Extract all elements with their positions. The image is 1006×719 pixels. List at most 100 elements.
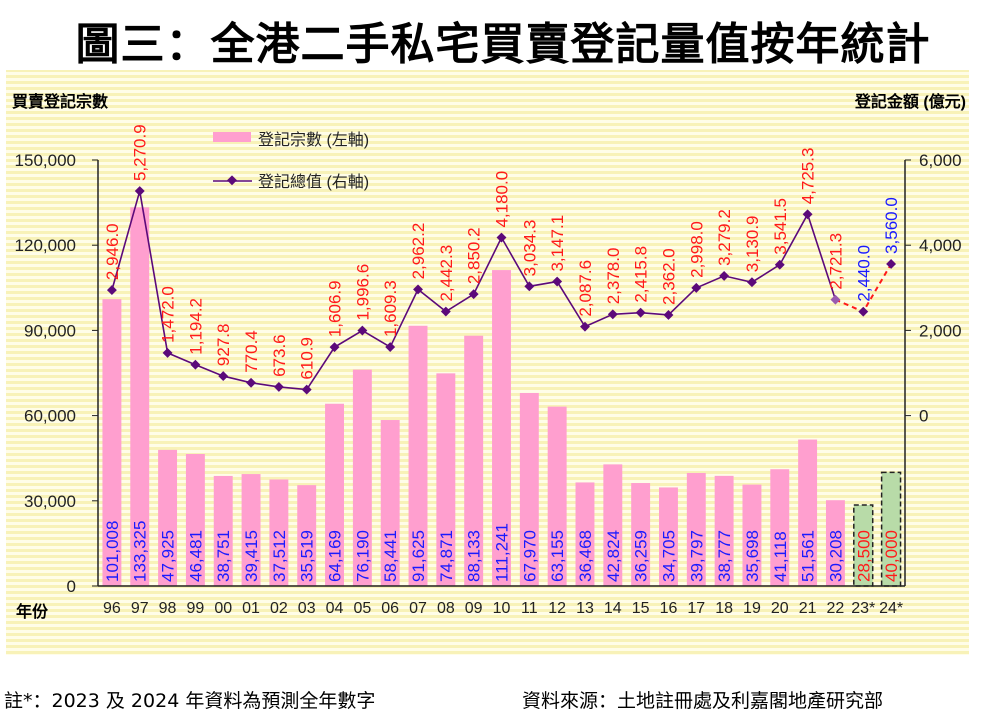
line-value-label: 610.9 [298, 337, 317, 380]
bar [464, 335, 484, 586]
x-tick-label: 99 [186, 600, 204, 617]
line-value-label: 2,946.0 [103, 223, 122, 280]
line-value-label: 2,415.8 [632, 246, 651, 303]
x-tick-label: 09 [465, 600, 483, 617]
line-marker [134, 186, 145, 197]
line-value-label: 2,721.3 [826, 233, 845, 290]
line-marker [329, 342, 340, 353]
bar [686, 472, 706, 586]
bar [825, 500, 845, 586]
line-value-label: 3,279.2 [715, 209, 734, 266]
x-tick-label: 24* [879, 600, 903, 617]
line-marker [746, 277, 757, 288]
x-tick-label: 10 [493, 600, 511, 617]
bar [714, 475, 734, 586]
y-tick-label: 0 [67, 577, 76, 596]
bar-value-label: 58,441 [381, 530, 400, 582]
x-tick-label: 14 [604, 600, 622, 617]
y2-tick-label: 4,000 [919, 236, 962, 255]
line-marker [774, 259, 785, 270]
bar-value-label: 38,751 [214, 530, 233, 582]
bar-value-label: 74,871 [437, 530, 456, 582]
line-marker [580, 321, 590, 332]
bar [325, 403, 344, 586]
bar [798, 439, 818, 586]
bar-value-label: 42,824 [604, 530, 623, 582]
line-marker [802, 209, 813, 220]
legend-bar-swatch [213, 132, 251, 142]
bar [547, 406, 567, 586]
bar [213, 475, 233, 586]
x-tick-label: 11 [521, 600, 538, 617]
line-value-label: 3,560.0 [882, 197, 901, 254]
bar [880, 471, 902, 587]
bar-value-label: 51,561 [799, 530, 818, 582]
x-tick-label: 18 [715, 600, 733, 617]
bar [436, 373, 456, 586]
bar-value-label: 46,481 [186, 530, 205, 582]
line-value-label: 1,996.6 [353, 264, 372, 321]
x-tick-label: 20 [771, 600, 789, 617]
x-tick-label: 22 [827, 600, 845, 617]
bar-value-label: 47,925 [159, 530, 178, 582]
line-marker [190, 359, 201, 370]
bar [269, 479, 289, 586]
y-tick-label: 60,000 [24, 407, 76, 426]
line-marker [691, 282, 702, 293]
line-marker [524, 281, 535, 292]
line-value-label: 673.6 [270, 334, 289, 377]
y-axis-label: 買賣登記宗數 [12, 92, 108, 111]
line-marker [301, 384, 312, 395]
plot-background [6, 70, 969, 655]
bar [492, 270, 511, 586]
line-marker [607, 309, 618, 320]
y2-tick-label: 2,000 [919, 321, 962, 340]
line-value-label: 2,378.0 [604, 248, 623, 305]
bar-value-label: 91,625 [409, 530, 428, 582]
bar [770, 469, 790, 586]
bar [241, 474, 261, 586]
x-tick-label: 21 [799, 600, 817, 617]
bar-value-label: 34,705 [659, 530, 678, 582]
bar [575, 482, 595, 586]
bar-value-label: 39,415 [242, 530, 261, 582]
chart-title: 圖三：全港二手私宅買賣登記量值按年統計 [75, 19, 931, 70]
bar [102, 299, 122, 586]
line-value-label: 1,609.3 [381, 280, 400, 337]
bar-value-label: 35,519 [298, 530, 317, 582]
line-value-label: 3,130.9 [743, 215, 762, 272]
line-value-label: 2,442.3 [437, 245, 456, 302]
x-tick-label: 97 [131, 600, 149, 617]
line-value-label: 2,998.0 [687, 221, 706, 278]
bar-value-label: 35,698 [743, 530, 762, 582]
bar [742, 484, 762, 586]
bar [631, 483, 651, 586]
bar [519, 392, 539, 586]
x-tick-label: 23* [851, 600, 875, 617]
line-value-label: 2,440.0 [854, 245, 873, 302]
line-marker [385, 342, 396, 352]
line-marker [162, 347, 173, 358]
bar-value-label: 88,133 [465, 530, 484, 582]
line-marker [413, 284, 423, 295]
bar-value-label: 40,000 [882, 530, 901, 582]
bar [297, 485, 317, 586]
line-value-label: 4,725.3 [799, 148, 818, 205]
source-note: 資料來源：土地註冊處及利嘉閣地產研究部 [522, 690, 884, 712]
y-tick-label: 120,000 [15, 236, 76, 255]
bar [380, 420, 400, 586]
line-marker [552, 276, 563, 287]
line-value-label: 3,034.3 [520, 220, 539, 277]
bar-value-label: 36,259 [632, 530, 651, 582]
line-value-label: 3,541.5 [771, 198, 790, 255]
line-marker [830, 294, 841, 305]
bar-value-label: 30,208 [826, 530, 845, 582]
legend-bar-label: 登記宗數 (左軸) [258, 131, 369, 149]
y-tick-label: 150,000 [15, 151, 76, 170]
x-tick-label: 96 [103, 600, 121, 617]
x-tick-label: 05 [353, 600, 371, 617]
line-marker [218, 371, 229, 382]
y-tick-label: 90,000 [24, 321, 76, 340]
x-tick-label: 08 [437, 600, 455, 617]
